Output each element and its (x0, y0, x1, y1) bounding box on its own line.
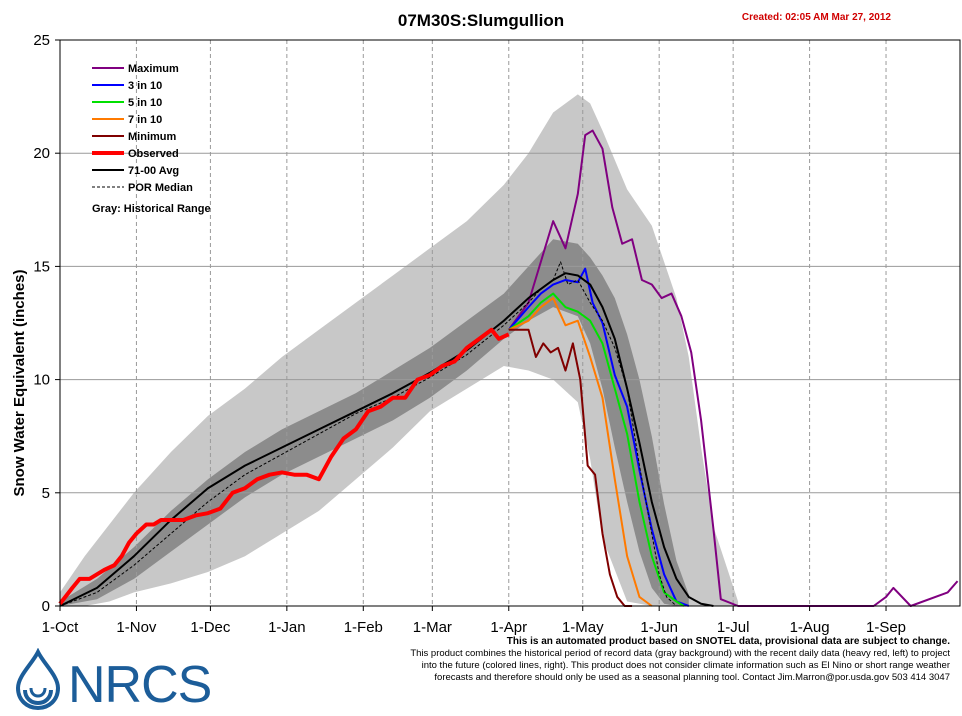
band-1 (60, 239, 689, 606)
x-tick-label: 1-Jul (717, 619, 750, 636)
series-line-7 (59, 261, 677, 607)
disclaimer: This is an automated product based on SN… (290, 636, 950, 684)
historical-bands (60, 94, 739, 606)
x-tick-label: 1-Jun (640, 619, 678, 636)
nrcs-logo: NRCS (15, 648, 212, 710)
legend: Gray: Historical Range Maximum 3 in 10 5 i… (92, 63, 211, 215)
disclaimer-line-2: into the future (colored lines, right). … (421, 660, 950, 671)
created-timestamp: Created: 02:05 AM Mar 27, 2012 (742, 12, 892, 23)
x-tick-label: 1-Feb (344, 619, 383, 636)
x-tick-label: 1-Mar (413, 619, 452, 636)
x-tick-label: 1-Dec (190, 619, 231, 636)
water-drop-icon (15, 648, 61, 710)
y-tick-label: 15 (33, 258, 50, 275)
legend-label: POR Median (128, 182, 193, 194)
legend-label: 7 in 10 (128, 114, 162, 126)
legend-label: Observed (128, 148, 179, 160)
disclaimer-line-1: This product combines the historical per… (410, 648, 950, 659)
y-tick-label: 0 (42, 598, 50, 615)
chart-title: 07M30S:Slumgullion (398, 11, 564, 30)
disclaimer-headline: This is an automated product based on SN… (506, 636, 950, 647)
grid-lines (60, 40, 960, 606)
y-tick-label: 5 (42, 485, 50, 502)
plot-border (59, 39, 961, 607)
x-tick-label: 1-Nov (116, 619, 157, 636)
series-line-3 (508, 297, 653, 607)
y-tick-label: 25 (33, 32, 50, 49)
x-tick-label: 1-Apr (490, 619, 527, 636)
plot-area (58, 39, 961, 607)
legend-label: 3 in 10 (128, 80, 162, 92)
legend-label: Maximum (128, 63, 179, 75)
series-lines (58, 129, 959, 607)
x-tick-label: 1-Sep (866, 619, 906, 636)
x-tick-label: 1-Oct (42, 619, 80, 636)
x-tick-label: 1-Jan (268, 619, 306, 636)
legend-label: 71-00 Avg (128, 165, 179, 177)
logo-text: NRCS (68, 656, 211, 710)
legend-note: Gray: Historical Range (92, 203, 211, 215)
y-axis-ticks: 0 5 10 15 20 25 (33, 32, 60, 615)
series-line-1 (508, 267, 690, 607)
series-line-4 (508, 328, 633, 607)
legend-label: 5 in 10 (128, 97, 162, 109)
series-line-5 (58, 327, 510, 605)
legend-label: Minimum (128, 131, 176, 143)
x-tick-label: 1-May (562, 619, 604, 636)
series-line-2 (508, 292, 685, 607)
y-axis-label: Snow Water Equivalent (inches) (11, 270, 28, 497)
disclaimer-line-3: forecasts and therefore should only be u… (434, 672, 950, 683)
series-line-0 (507, 129, 959, 607)
x-axis-ticks: 1-Oct 1-Nov 1-Dec 1-Jan 1-Feb 1-Mar 1-Apr 1-May… (42, 606, 906, 636)
y-tick-label: 20 (33, 145, 50, 162)
y-tick-label: 10 (33, 372, 50, 389)
x-tick-label: 1-Aug (790, 619, 830, 636)
